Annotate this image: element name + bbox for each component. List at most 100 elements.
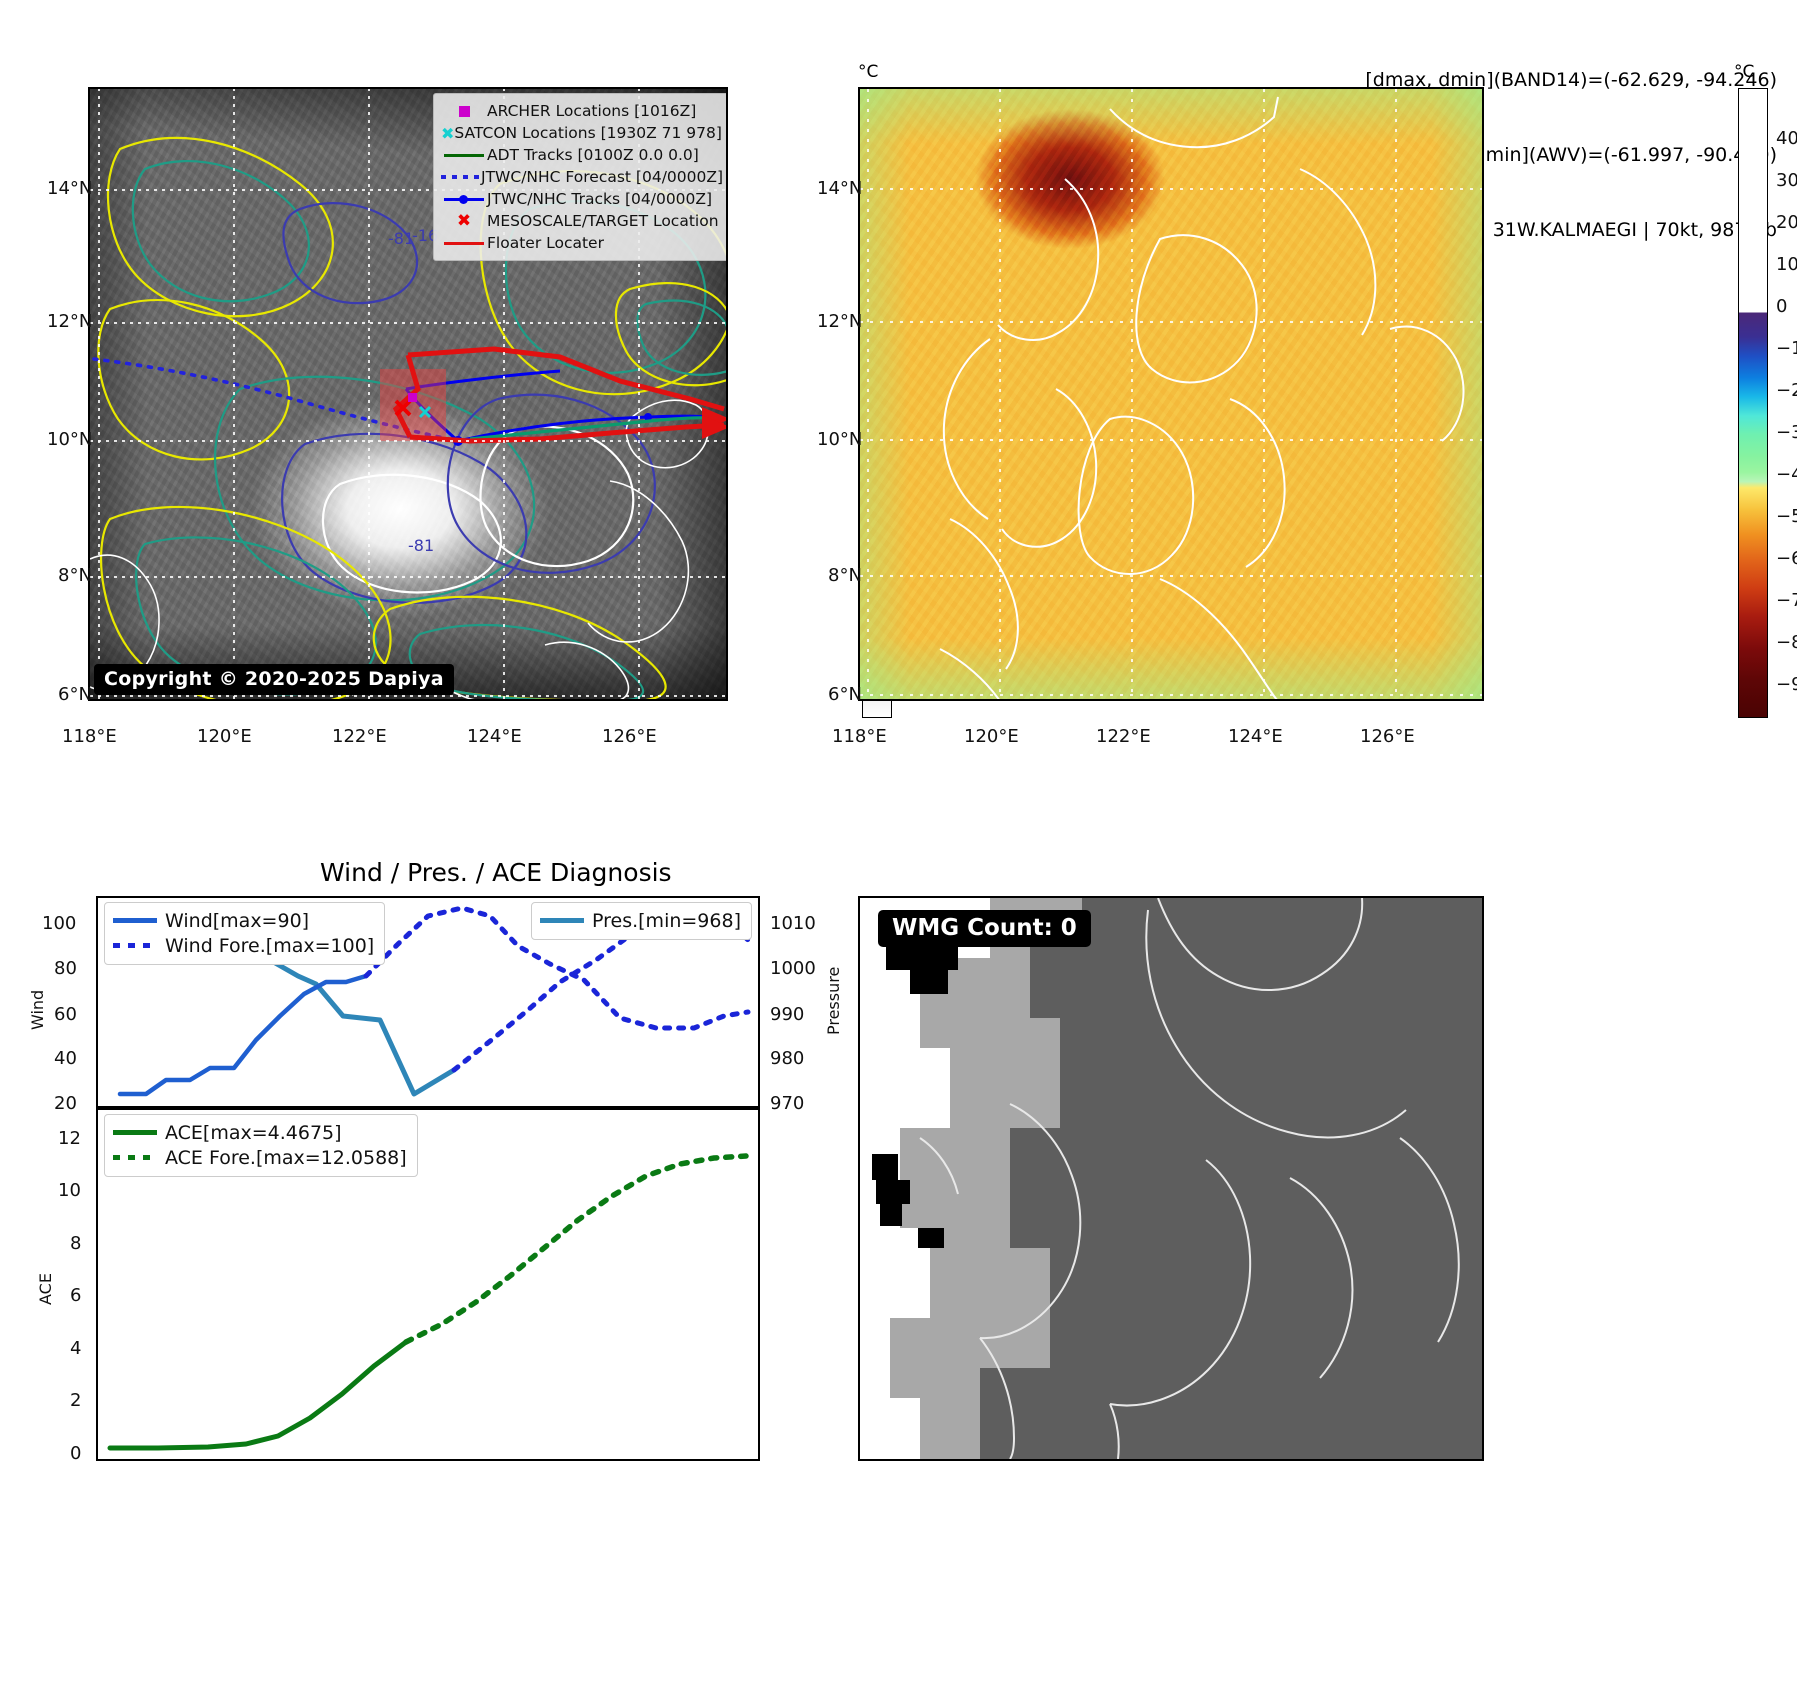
contour-label-16: -16 <box>412 226 438 245</box>
legend-label: MESOSCALE/TARGET Location <box>487 212 719 230</box>
pressure-ytick: 990 <box>770 1004 805 1025</box>
legend-row-jtwc-forecast: JTWC/NHC Forecast [04/0000Z] <box>441 166 724 188</box>
eir-cbar-tick: 40 <box>1776 128 1797 149</box>
legend-label: SATCON Locations [1930Z 71 978] <box>454 124 722 142</box>
ir-lon-tick: 118°E <box>62 726 117 747</box>
ir-colorbar-unit: °C <box>858 62 879 82</box>
map-gridline-lat <box>90 576 726 578</box>
cyan-x-icon: ✖ <box>441 123 455 143</box>
wmg-raster <box>860 898 1482 1459</box>
ace-series-svg <box>107 1153 749 1451</box>
legend-row-wind: Wind[max=90] <box>113 908 374 933</box>
legend-row-ace: ACE[max=4.4675] <box>113 1120 407 1145</box>
pressure-chart-legend[interactable]: Pres.[min=968] <box>531 902 752 940</box>
floater-locater-box <box>380 369 446 441</box>
diagnosis-title: Wind / Pres. / ACE Diagnosis <box>320 858 672 887</box>
legend-row-floater: Floater Locater <box>441 232 721 254</box>
eir-cbar-tick: −80 <box>1776 632 1797 653</box>
ace-ytick: 4 <box>70 1338 82 1359</box>
legend-row-jtwc-tracks: JTWC/NHC Tracks [04/0000Z] <box>441 188 721 210</box>
pressure-axis-label: Pressure <box>824 966 843 1035</box>
legend-row-mesoscale: ✖ MESOSCALE/TARGET Location <box>441 210 721 232</box>
map-gridline-lat <box>90 440 726 442</box>
enhanced-ir-map[interactable] <box>858 87 1484 701</box>
ir-lat-tick: 12°N <box>47 311 93 332</box>
wind-forecast-line <box>363 905 751 1031</box>
legend-row-ace-forecast: ACE Fore.[max=12.0588] <box>113 1145 407 1170</box>
ir-lat-tick: 10°N <box>47 429 93 450</box>
satcon-location-marker <box>418 405 432 419</box>
eir-cbar-tick: −60 <box>1776 548 1797 569</box>
solid-blue-line-icon <box>113 918 165 923</box>
legend-label: JTWC/NHC Tracks [04/0000Z] <box>487 190 713 208</box>
enhanced-ir-edge-shading <box>860 89 1482 699</box>
wind-axis-label: Wind <box>28 989 47 1030</box>
eir-lon-tick: 126°E <box>1360 726 1415 747</box>
solid-green-line-icon <box>113 1130 165 1135</box>
ir-lat-tick: 8°N <box>58 565 92 586</box>
wmg-map[interactable]: WMG Count: 0 <box>858 896 1484 1461</box>
wind-ytick: 60 <box>54 1004 77 1025</box>
legend-row-archer: ARCHER Locations [1016Z] <box>441 100 721 122</box>
ir-lat-tick: 14°N <box>47 178 93 199</box>
wind-chart-legend[interactable]: Wind[max=90] Wind Fore.[max=100] <box>104 902 386 965</box>
enhanced-ir-imagery <box>860 89 1482 699</box>
ace-ytick: 0 <box>70 1443 82 1464</box>
magenta-square-icon <box>441 105 487 117</box>
band14-dmax-dmin: [dmax, dmin](BAND14)=(-62.629, -94.246) <box>1365 69 1777 91</box>
eir-cbar-tick: 0 <box>1776 296 1788 317</box>
ace-chart[interactable]: ACE[max=4.4675] ACE Fore.[max=12.0588] <box>96 1108 760 1461</box>
solid-teal-line-icon <box>540 918 592 923</box>
ace-forecast-line <box>403 1153 749 1345</box>
ir-satellite-map[interactable]: -81 -16 -81 <box>88 87 728 701</box>
legend-label: Floater Locater <box>487 234 604 252</box>
dotted-blue-line-icon <box>113 943 165 948</box>
ir-lat-tick: 6°N <box>58 684 92 705</box>
legend-row-pressure: Pres.[min=968] <box>540 908 741 933</box>
eir-cbar-tick: 30 <box>1776 170 1797 191</box>
ace-chart-legend[interactable]: ACE[max=4.4675] ACE Fore.[max=12.0588] <box>104 1114 418 1177</box>
eir-cbar-tick: −10 <box>1776 338 1797 359</box>
dotted-green-line-icon <box>113 1155 165 1160</box>
eir-lat-tick: 6°N <box>828 684 862 705</box>
pressure-ytick: 1000 <box>770 958 816 979</box>
legend-label: JTWC/NHC Forecast [04/0000Z] <box>481 168 724 186</box>
red-line-icon <box>441 241 487 245</box>
map-gridline-lon <box>638 89 640 699</box>
mesoscale-target-marker <box>394 399 412 417</box>
wind-observed-line <box>117 973 369 1097</box>
legend-row-adt: ADT Tracks [0100Z 0.0 0.0] <box>441 144 721 166</box>
ace-ytick: 2 <box>70 1390 82 1411</box>
wind-ytick: 100 <box>42 913 77 934</box>
wind-ytick: 80 <box>54 958 77 979</box>
eir-colorbar[interactable] <box>1738 88 1768 718</box>
ace-ytick: 8 <box>70 1233 82 1254</box>
eir-lat-tick: 12°N <box>817 311 863 332</box>
eir-lon-tick: 118°E <box>832 726 887 747</box>
ace-observed-line <box>107 1339 409 1451</box>
ir-map-legend[interactable]: ARCHER Locations [1016Z] ✖ SATCON Locati… <box>433 93 726 261</box>
legend-label: ADT Tracks [0100Z 0.0 0.0] <box>487 146 699 164</box>
wind-ytick: 20 <box>54 1093 77 1114</box>
eir-lat-tick: 8°N <box>828 565 862 586</box>
eir-colorbar-unit: °C <box>1734 62 1755 82</box>
eir-cbar-tick: 10 <box>1776 254 1797 275</box>
enhanced-ir-texture-overlay <box>860 89 1482 699</box>
copyright-notice: Copyright © 2020-2025 Dapiya <box>94 664 454 695</box>
map-gridline-lon <box>368 89 370 699</box>
legend-label: ACE Fore.[max=12.0588] <box>165 1146 407 1169</box>
eir-cbar-tick: −90 <box>1776 674 1797 695</box>
eir-cbar-tick: −30 <box>1776 422 1797 443</box>
wind-pressure-chart[interactable]: Wind[max=90] Wind Fore.[max=100] Pres.[m… <box>96 896 760 1108</box>
ace-axis-label: ACE <box>36 1273 55 1305</box>
map-gridline-lon <box>98 89 100 699</box>
eir-cbar-tick: −70 <box>1776 590 1797 611</box>
map-gridline-lat <box>90 695 726 697</box>
legend-row-wind-forecast: Wind Fore.[max=100] <box>113 933 374 958</box>
red-x-icon: ✖ <box>456 211 472 231</box>
green-line-icon <box>441 153 487 157</box>
eir-cbar-tick: −20 <box>1776 380 1797 401</box>
jtwc-track-marker <box>644 413 652 421</box>
eir-cbar-tick: −40 <box>1776 464 1797 485</box>
